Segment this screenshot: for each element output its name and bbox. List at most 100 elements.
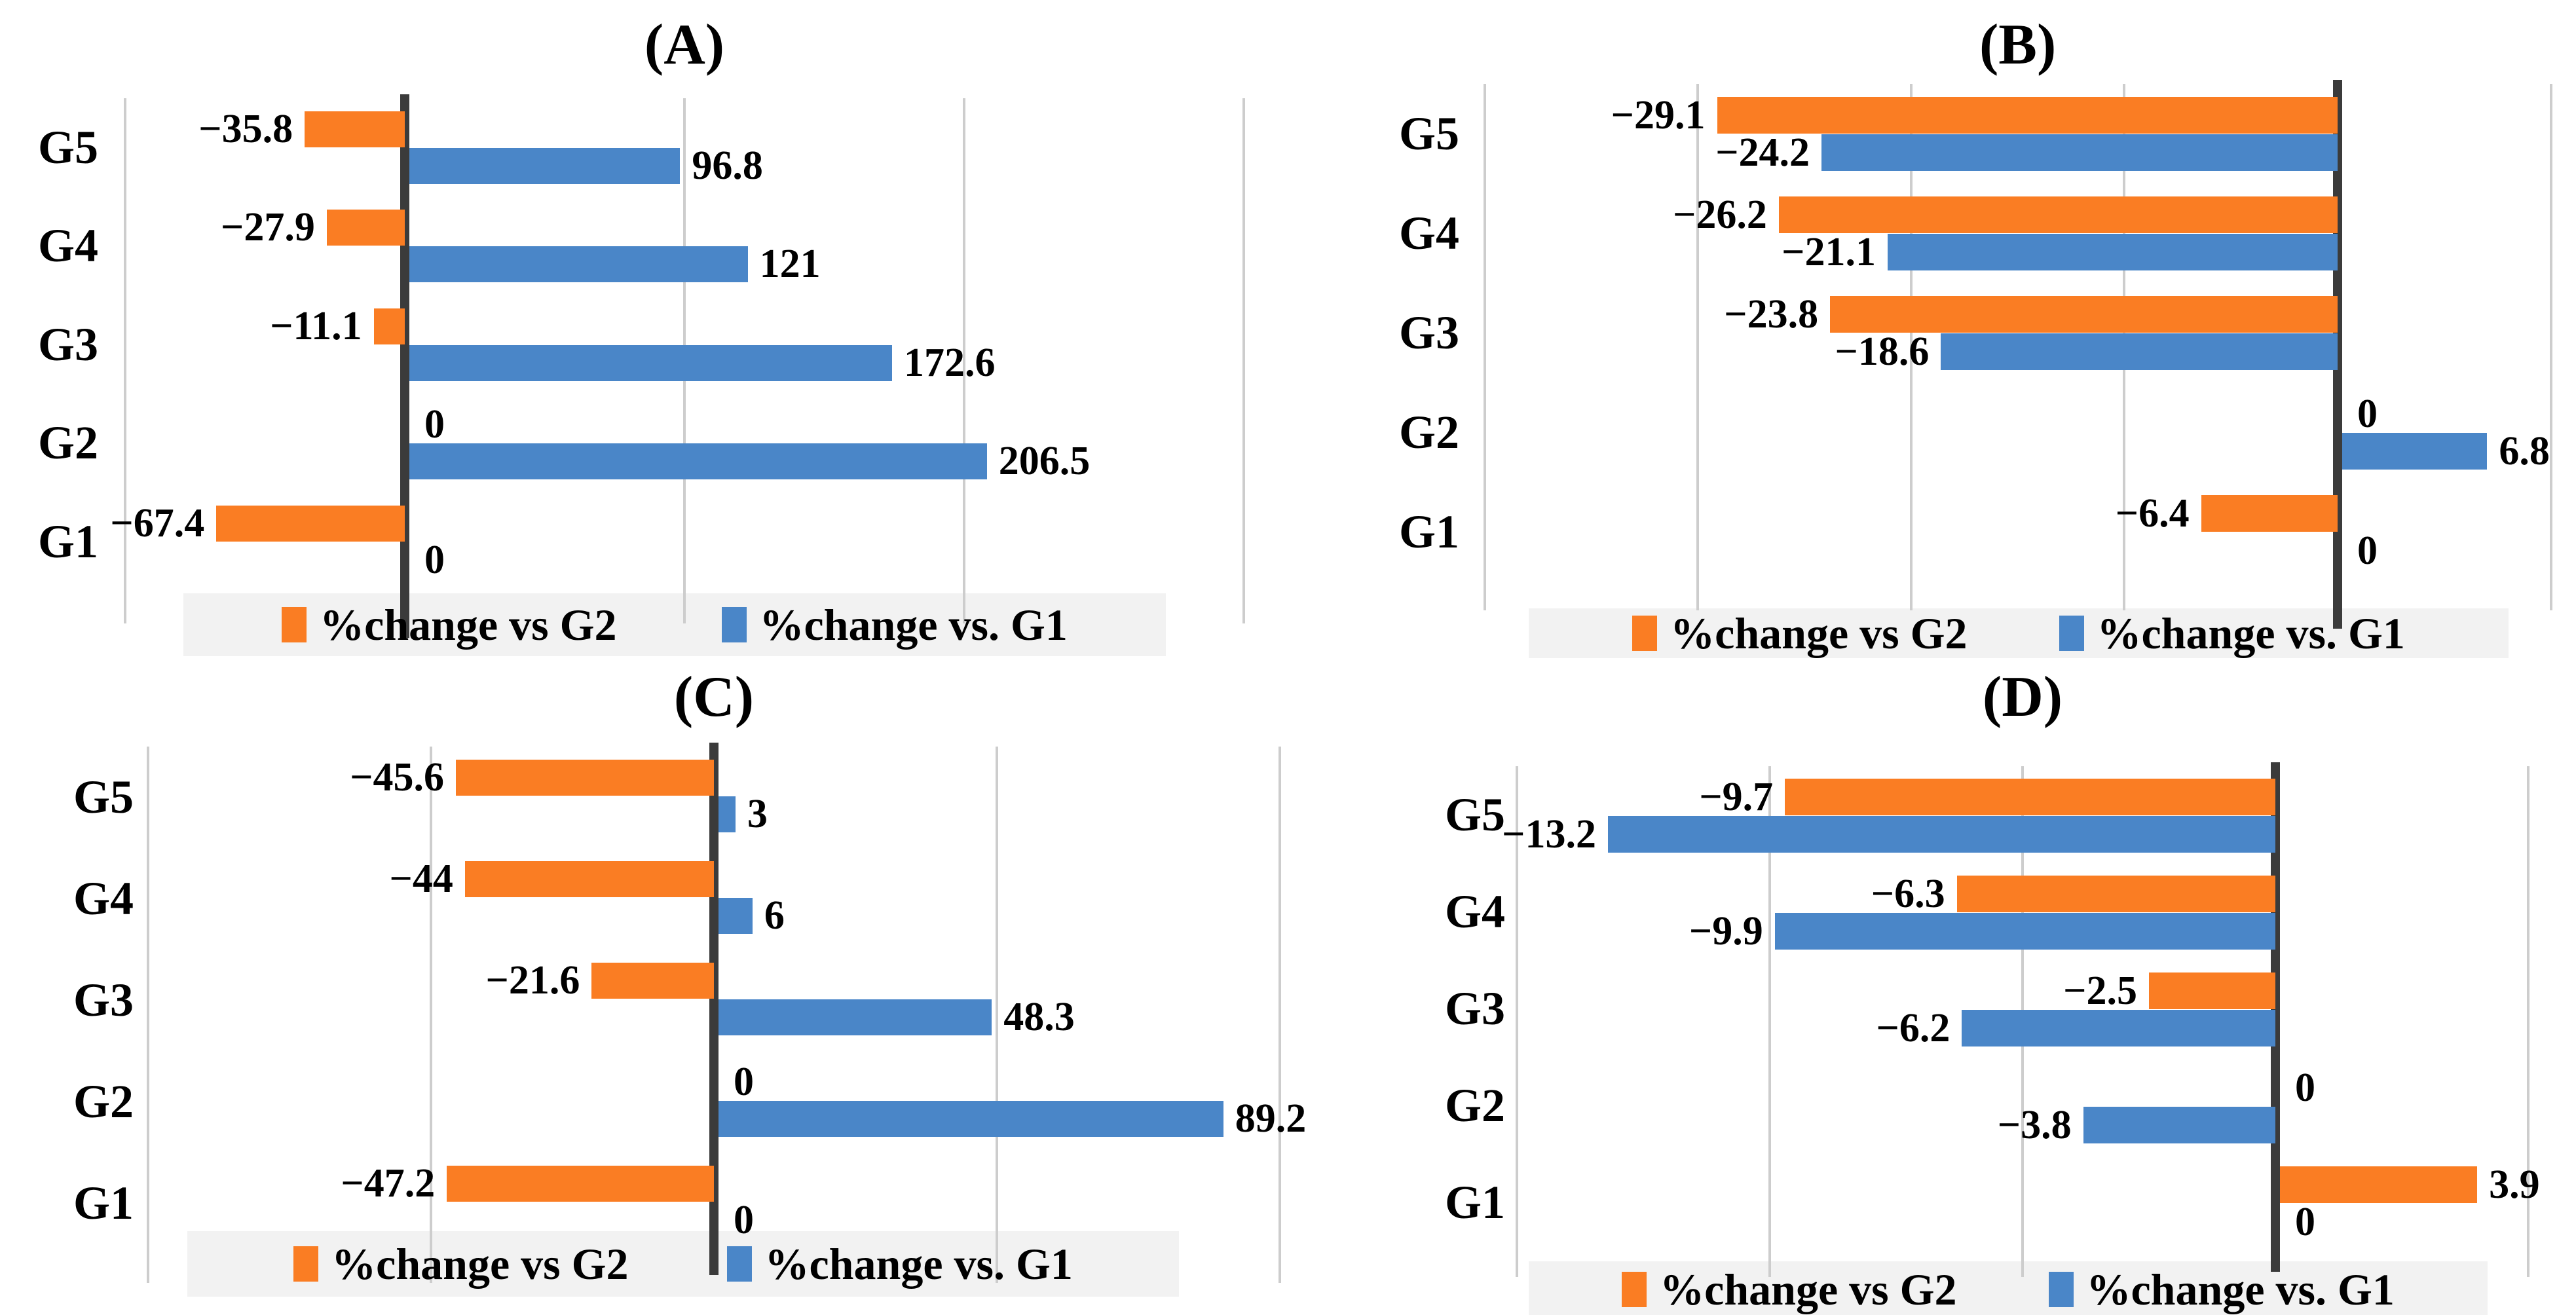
gridline	[996, 747, 998, 1283]
legend-swatch-orange	[1632, 616, 1658, 651]
value-label-vs-g1-g1: 0	[2357, 528, 2378, 573]
legend-swatch-orange	[293, 1246, 319, 1282]
legend-strip	[1529, 608, 2509, 658]
legend-strip	[183, 593, 1166, 656]
category-label-g2: G2	[1444, 1079, 1505, 1132]
value-label-vs-g2-g1: 3.9	[2489, 1162, 2540, 1207]
legend-swatch-blue	[2059, 616, 2084, 651]
category-label-g3: G3	[73, 974, 134, 1026]
legend-item-vs-g1: %change vs. G1	[721, 599, 1068, 651]
bar-vs-g1-g3	[409, 344, 892, 381]
legend-label: %change vs G2	[320, 599, 617, 650]
legend-strip	[187, 1231, 1179, 1297]
value-label-vs-g2-g5: −45.6	[350, 755, 445, 800]
category-label-g4: G4	[1398, 207, 1459, 259]
bar-vs-g1-g2	[409, 443, 987, 480]
value-label-vs-g1-g3: −6.2	[1876, 1006, 1951, 1050]
value-label-vs-g2-g5: −35.8	[198, 107, 293, 151]
legend-item-vs-g2: %change vs G2	[293, 1238, 629, 1290]
panel-title-a: (A)	[644, 13, 725, 77]
bar-vs-g1-g4	[409, 246, 748, 283]
bar-vs-g2-g5	[1717, 97, 2338, 134]
value-label-vs-g1-g2: −3.8	[1997, 1103, 2072, 1147]
panel-title-d: (D)	[1982, 665, 2063, 729]
category-label-g3: G3	[1444, 982, 1505, 1035]
value-label-vs-g2-g4: −6.3	[1871, 872, 1945, 916]
bar-vs-g2-g3	[2149, 972, 2275, 1009]
value-label-vs-g2-g5: −29.1	[1611, 93, 1706, 138]
value-label-vs-g1-g3: 172.6	[904, 340, 996, 385]
category-label-g2: G2	[1398, 406, 1459, 458]
bar-vs-g2-g1	[2280, 1166, 2478, 1203]
legend-item-vs-g1: %change vs. G1	[726, 1238, 1073, 1290]
panel-d: (D) G5 −9.7 −13.2 G4 −6.3 −9.9 G3 −2.5 −6.2 G2 0 −3.…	[1288, 658, 2576, 1315]
bar-vs-g2-g1	[216, 505, 405, 542]
bar-vs-g2-g3	[591, 963, 714, 999]
value-label-vs-g2-g3: −21.6	[485, 958, 580, 1003]
value-label-vs-g1-g5: 96.8	[692, 143, 763, 188]
value-label-vs-g2-g2: 0	[734, 1060, 754, 1104]
value-label-vs-g1-g4: 6	[764, 893, 785, 938]
legend-item-vs-g1: %change vs. G1	[2048, 1264, 2395, 1315]
gridline	[1909, 84, 1913, 610]
legend-label: %change vs G2	[331, 1238, 629, 1289]
value-label-vs-g1-g4: −9.9	[1689, 909, 1763, 954]
category-label-g5: G5	[73, 771, 134, 823]
category-label-g4: G4	[73, 872, 134, 925]
panel-title-b: (B)	[1979, 13, 2057, 77]
value-label-vs-g2-g1: −47.2	[341, 1161, 436, 1206]
bar-vs-g2-g5	[1785, 779, 2275, 815]
gridline	[147, 747, 149, 1283]
value-label-vs-g1-g2: 206.5	[998, 439, 1091, 484]
value-label-vs-g1-g5: −24.2	[1715, 130, 1810, 175]
value-label-vs-g2-g1: −6.4	[2115, 491, 2190, 536]
legend: %change vs G2 %change vs. G1	[1529, 608, 2509, 658]
bar-vs-g1-g3	[1941, 333, 2338, 370]
bar-vs-g2-g1	[447, 1166, 714, 1202]
panel-c: (C) G5 −45.6 3 G4 −44 6 G3 −21.6 48.3 G2 0 89.2 G1 −47…	[0, 658, 1306, 1315]
category-label-g4: G4	[37, 219, 98, 272]
legend-swatch-blue	[721, 607, 747, 642]
category-label-g1: G1	[1398, 506, 1459, 558]
category-label-g1: G1	[73, 1177, 134, 1229]
category-label-g5: G5	[37, 121, 98, 174]
legend-label: %change vs G2	[1670, 608, 1968, 658]
bar-vs-g2-g3	[373, 308, 405, 344]
value-label-vs-g1-g4: 121	[759, 242, 821, 287]
legend-label: %change vs G2	[1660, 1264, 1957, 1314]
bar-vs-g1-g3	[1962, 1010, 2275, 1046]
value-label-vs-g1-g5: −13.2	[1502, 812, 1596, 857]
legend-item-vs-g1: %change vs. G1	[2059, 608, 2405, 659]
value-label-vs-g1-g1: 0	[2295, 1200, 2315, 1244]
legend-label: %change vs. G1	[764, 1238, 1073, 1289]
bar-vs-g1-g5	[1821, 134, 2338, 171]
bar-vs-g2-g3	[1830, 296, 2338, 333]
value-label-vs-g1-g2: 89.2	[1235, 1096, 1307, 1141]
legend-label: %change vs. G1	[759, 599, 1068, 650]
legend-label: %change vs. G1	[2097, 608, 2405, 658]
category-label-g2: G2	[73, 1075, 134, 1128]
bar-vs-g1-g4	[1774, 913, 2275, 950]
legend-item-vs-g2: %change vs G2	[1622, 1264, 1957, 1315]
gridline	[2549, 84, 2552, 610]
legend-swatch-blue	[726, 1246, 752, 1282]
value-label-vs-g2-g4: −26.2	[1673, 193, 1767, 237]
gridline	[1242, 98, 1245, 623]
bar-vs-g1-g2	[719, 1101, 1223, 1137]
category-label-g1: G1	[1444, 1176, 1505, 1229]
gridline	[2527, 766, 2529, 1277]
legend-strip	[1529, 1261, 2488, 1315]
category-label-g3: G3	[1398, 306, 1459, 359]
panel-b: (B) G5 −29.1 −24.2 G4 −26.2 −21.1 G3 −23.8 −18.6 G…	[1288, 0, 2576, 658]
gridline	[1516, 766, 1518, 1277]
category-label-g2: G2	[37, 417, 98, 470]
value-label-vs-g1-g5: 3	[747, 792, 768, 836]
bar-vs-g2-g4	[326, 210, 405, 246]
category-label-g5: G5	[1398, 107, 1459, 160]
value-label-vs-g1-g3: −18.6	[1835, 329, 1930, 374]
legend-item-vs-g2: %change vs G2	[1632, 608, 1968, 659]
legend-swatch-orange	[1622, 1272, 1647, 1307]
gridline	[1483, 84, 1486, 610]
category-label-g3: G3	[37, 318, 98, 371]
